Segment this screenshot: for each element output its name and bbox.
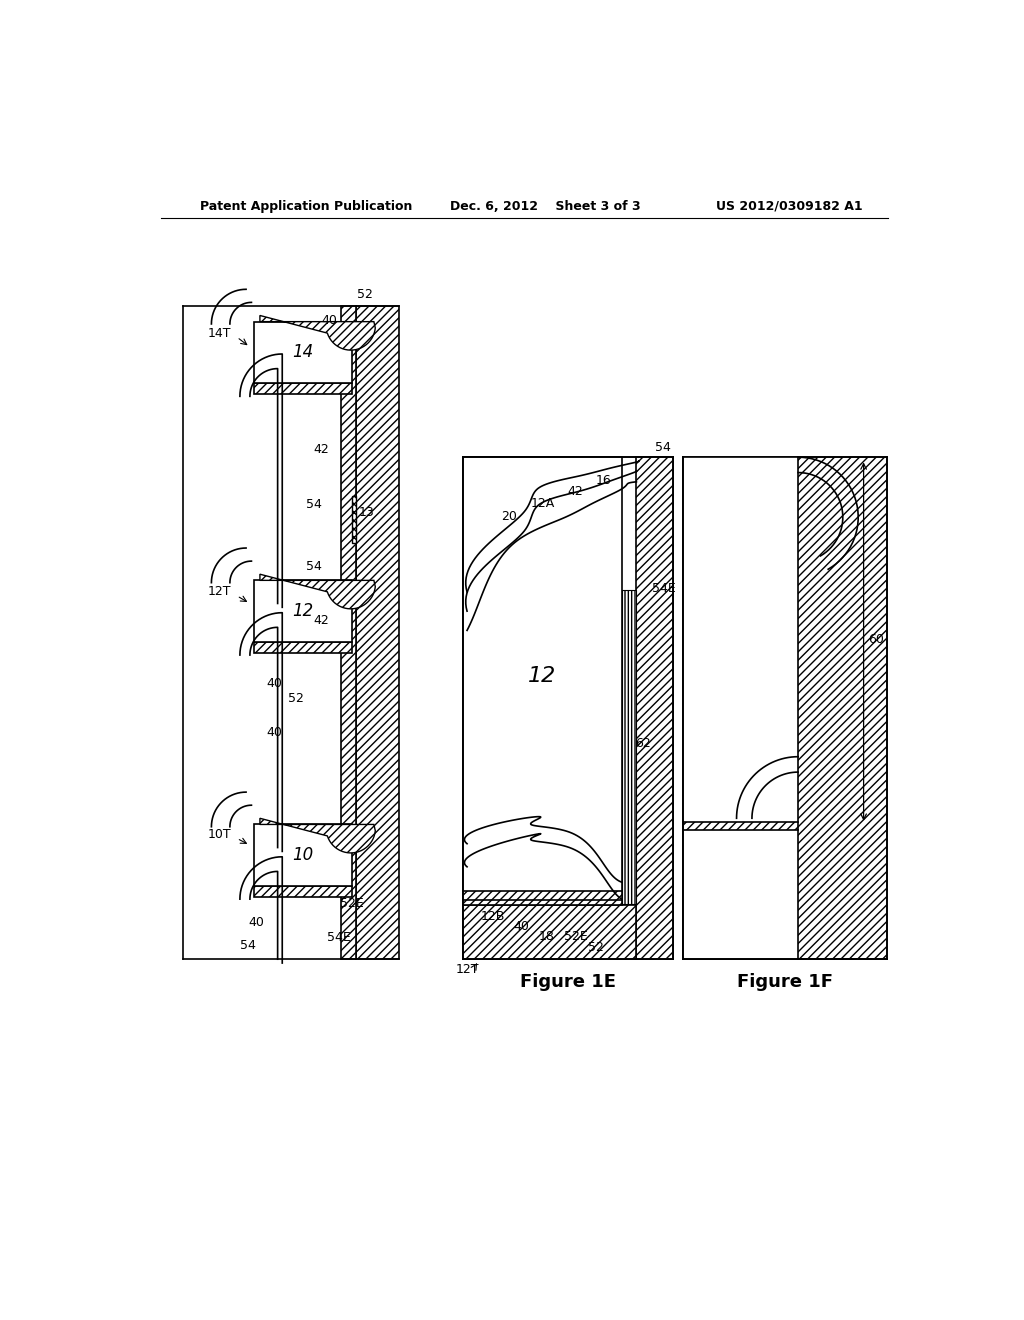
Text: Patent Application Publication: Patent Application Publication xyxy=(200,199,413,213)
Text: 42: 42 xyxy=(567,484,584,498)
Text: 62: 62 xyxy=(636,737,651,750)
Text: 40: 40 xyxy=(266,677,283,690)
Text: 52: 52 xyxy=(357,288,374,301)
Text: 12: 12 xyxy=(528,665,557,686)
Text: 10: 10 xyxy=(293,846,313,865)
Bar xyxy=(254,825,352,886)
Bar xyxy=(683,457,798,822)
Polygon shape xyxy=(260,574,376,609)
Text: 54: 54 xyxy=(655,441,672,454)
Polygon shape xyxy=(260,818,376,853)
Text: 42: 42 xyxy=(313,614,330,627)
Text: 12T: 12T xyxy=(208,585,231,598)
Text: 52E: 52E xyxy=(564,929,588,942)
Bar xyxy=(637,457,674,960)
Text: 52E: 52E xyxy=(340,898,365,911)
Bar xyxy=(356,306,398,960)
Text: 40: 40 xyxy=(248,916,264,929)
Bar xyxy=(254,383,352,395)
Text: 12: 12 xyxy=(293,602,313,620)
Text: 16: 16 xyxy=(596,474,611,487)
Text: 52: 52 xyxy=(588,941,603,954)
Bar xyxy=(683,830,798,960)
Bar xyxy=(463,457,674,960)
Bar xyxy=(463,457,622,895)
Bar xyxy=(254,322,352,383)
Text: 12B: 12B xyxy=(480,911,505,924)
Text: 12T: 12T xyxy=(456,962,479,975)
Bar xyxy=(254,581,352,642)
Text: 40: 40 xyxy=(322,314,337,326)
Bar xyxy=(622,590,637,904)
Text: 40: 40 xyxy=(514,920,529,933)
Text: 52: 52 xyxy=(288,693,304,705)
Text: 12A: 12A xyxy=(531,496,555,510)
Text: 14T: 14T xyxy=(208,327,231,341)
Text: 54: 54 xyxy=(306,560,322,573)
Bar xyxy=(254,886,352,896)
Text: 54: 54 xyxy=(306,499,322,511)
Text: 54E: 54E xyxy=(327,931,350,944)
Bar xyxy=(352,496,356,544)
Text: 54: 54 xyxy=(240,939,256,952)
Text: 42: 42 xyxy=(313,444,330,455)
Text: 54E: 54E xyxy=(651,582,675,594)
Bar xyxy=(683,457,887,960)
Polygon shape xyxy=(260,315,376,350)
Text: Dec. 6, 2012    Sheet 3 of 3: Dec. 6, 2012 Sheet 3 of 3 xyxy=(451,199,641,213)
Text: Figure 1F: Figure 1F xyxy=(737,973,834,991)
Text: 10T: 10T xyxy=(208,828,231,841)
Text: 13: 13 xyxy=(359,506,375,519)
Text: 14: 14 xyxy=(293,343,313,362)
Text: Figure 1E: Figure 1E xyxy=(520,973,616,991)
Text: 40: 40 xyxy=(266,726,283,739)
Text: 18: 18 xyxy=(539,929,554,942)
Bar xyxy=(254,642,352,653)
Bar xyxy=(463,891,622,900)
Text: US 2012/0309182 A1: US 2012/0309182 A1 xyxy=(716,199,862,213)
Bar xyxy=(463,906,637,960)
Bar xyxy=(463,895,622,906)
Text: 20: 20 xyxy=(502,510,517,523)
Text: 60: 60 xyxy=(868,634,884,647)
Bar xyxy=(341,306,356,960)
